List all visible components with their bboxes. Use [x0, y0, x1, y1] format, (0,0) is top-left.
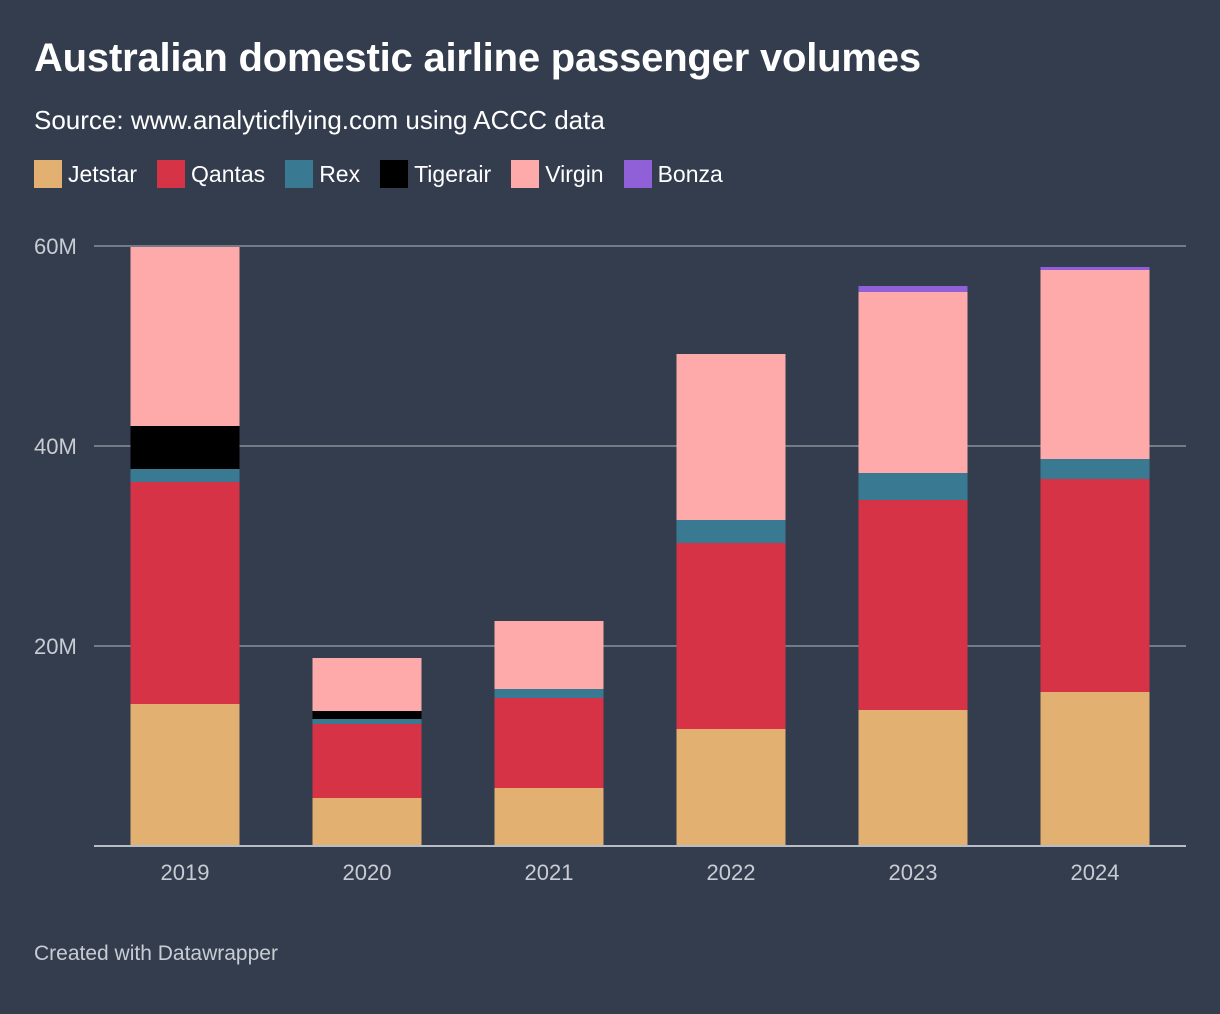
x-tick-label: 2020 — [343, 860, 392, 885]
bar-segment-rex-2021 — [494, 689, 604, 698]
bar-segment-virgin-2019 — [130, 247, 240, 426]
legend-item-qantas: Qantas — [157, 160, 265, 188]
legend-item-jetstar: Jetstar — [34, 160, 137, 188]
chart-legend: Jetstar Qantas Rex Tigerair Virgin Bonza — [34, 160, 743, 188]
legend-item-rex: Rex — [285, 160, 360, 188]
bar-segment-bonza-2023 — [858, 286, 968, 292]
legend-label: Tigerair — [414, 160, 492, 187]
bar-segment-jetstar-2021 — [494, 788, 604, 846]
bar-segment-tigerair-2019 — [130, 426, 240, 469]
bar-segment-tigerair-2020 — [312, 711, 422, 719]
bar-segment-bonza-2024 — [1040, 267, 1150, 270]
bar-segment-qantas-2024 — [1040, 479, 1150, 692]
bar-segment-qantas-2020 — [312, 724, 422, 798]
y-tick-label: 20M — [34, 634, 77, 659]
legend-item-tigerair: Tigerair — [380, 160, 491, 188]
chart-subtitle: Source: www.analyticflying.com using ACC… — [34, 105, 605, 135]
bar-segment-rex-2023 — [858, 473, 968, 500]
legend-label: Qantas — [191, 160, 266, 187]
legend-label: Virgin — [545, 160, 604, 187]
bar-segment-virgin-2020 — [312, 658, 422, 711]
legend-item-bonza: Bonza — [623, 160, 723, 188]
bar-segment-virgin-2021 — [494, 621, 604, 689]
bar-segment-jetstar-2024 — [1040, 692, 1150, 846]
x-tick-label: 2022 — [707, 860, 756, 885]
bar-segment-rex-2022 — [676, 520, 786, 543]
bar-segment-jetstar-2019 — [130, 704, 240, 846]
y-tick-label: 40M — [34, 434, 77, 459]
legend-swatch — [380, 160, 409, 188]
legend-label: Jetstar — [68, 160, 138, 187]
legend-swatch — [157, 160, 186, 188]
bar-segment-virgin-2024 — [1040, 270, 1150, 459]
bar-segment-jetstar-2020 — [312, 798, 422, 846]
legend-label: Bonza — [657, 160, 723, 187]
bar-segment-virgin-2022 — [676, 354, 786, 520]
legend-swatch — [511, 160, 540, 188]
bar-segment-rex-2019 — [130, 469, 240, 482]
legend-item-virgin: Virgin — [511, 160, 604, 188]
legend-swatch — [285, 160, 314, 188]
legend-swatch — [34, 160, 62, 188]
x-tick-label: 2021 — [525, 860, 574, 885]
bar-segment-rex-2024 — [1040, 459, 1150, 479]
bar-segment-qantas-2023 — [858, 500, 968, 710]
y-tick-label: 60M — [34, 234, 77, 259]
footer-credit: Created with Datawrapper — [34, 942, 278, 965]
bar-segment-jetstar-2022 — [676, 729, 786, 846]
x-tick-label: 2024 — [1071, 860, 1120, 885]
bar-segment-qantas-2019 — [130, 482, 240, 704]
legend-label: Rex — [319, 160, 361, 187]
x-tick-label: 2023 — [889, 860, 938, 885]
bar-segment-virgin-2023 — [858, 292, 968, 473]
bar-segment-jetstar-2023 — [858, 710, 968, 846]
bar-segment-qantas-2022 — [676, 543, 786, 729]
bar-segment-qantas-2021 — [494, 698, 604, 788]
chart-title: Australian domestic airline passenger vo… — [34, 36, 921, 80]
x-tick-label: 2019 — [161, 860, 210, 885]
bar-segment-rex-2020 — [312, 719, 422, 724]
legend-swatch — [623, 160, 652, 188]
